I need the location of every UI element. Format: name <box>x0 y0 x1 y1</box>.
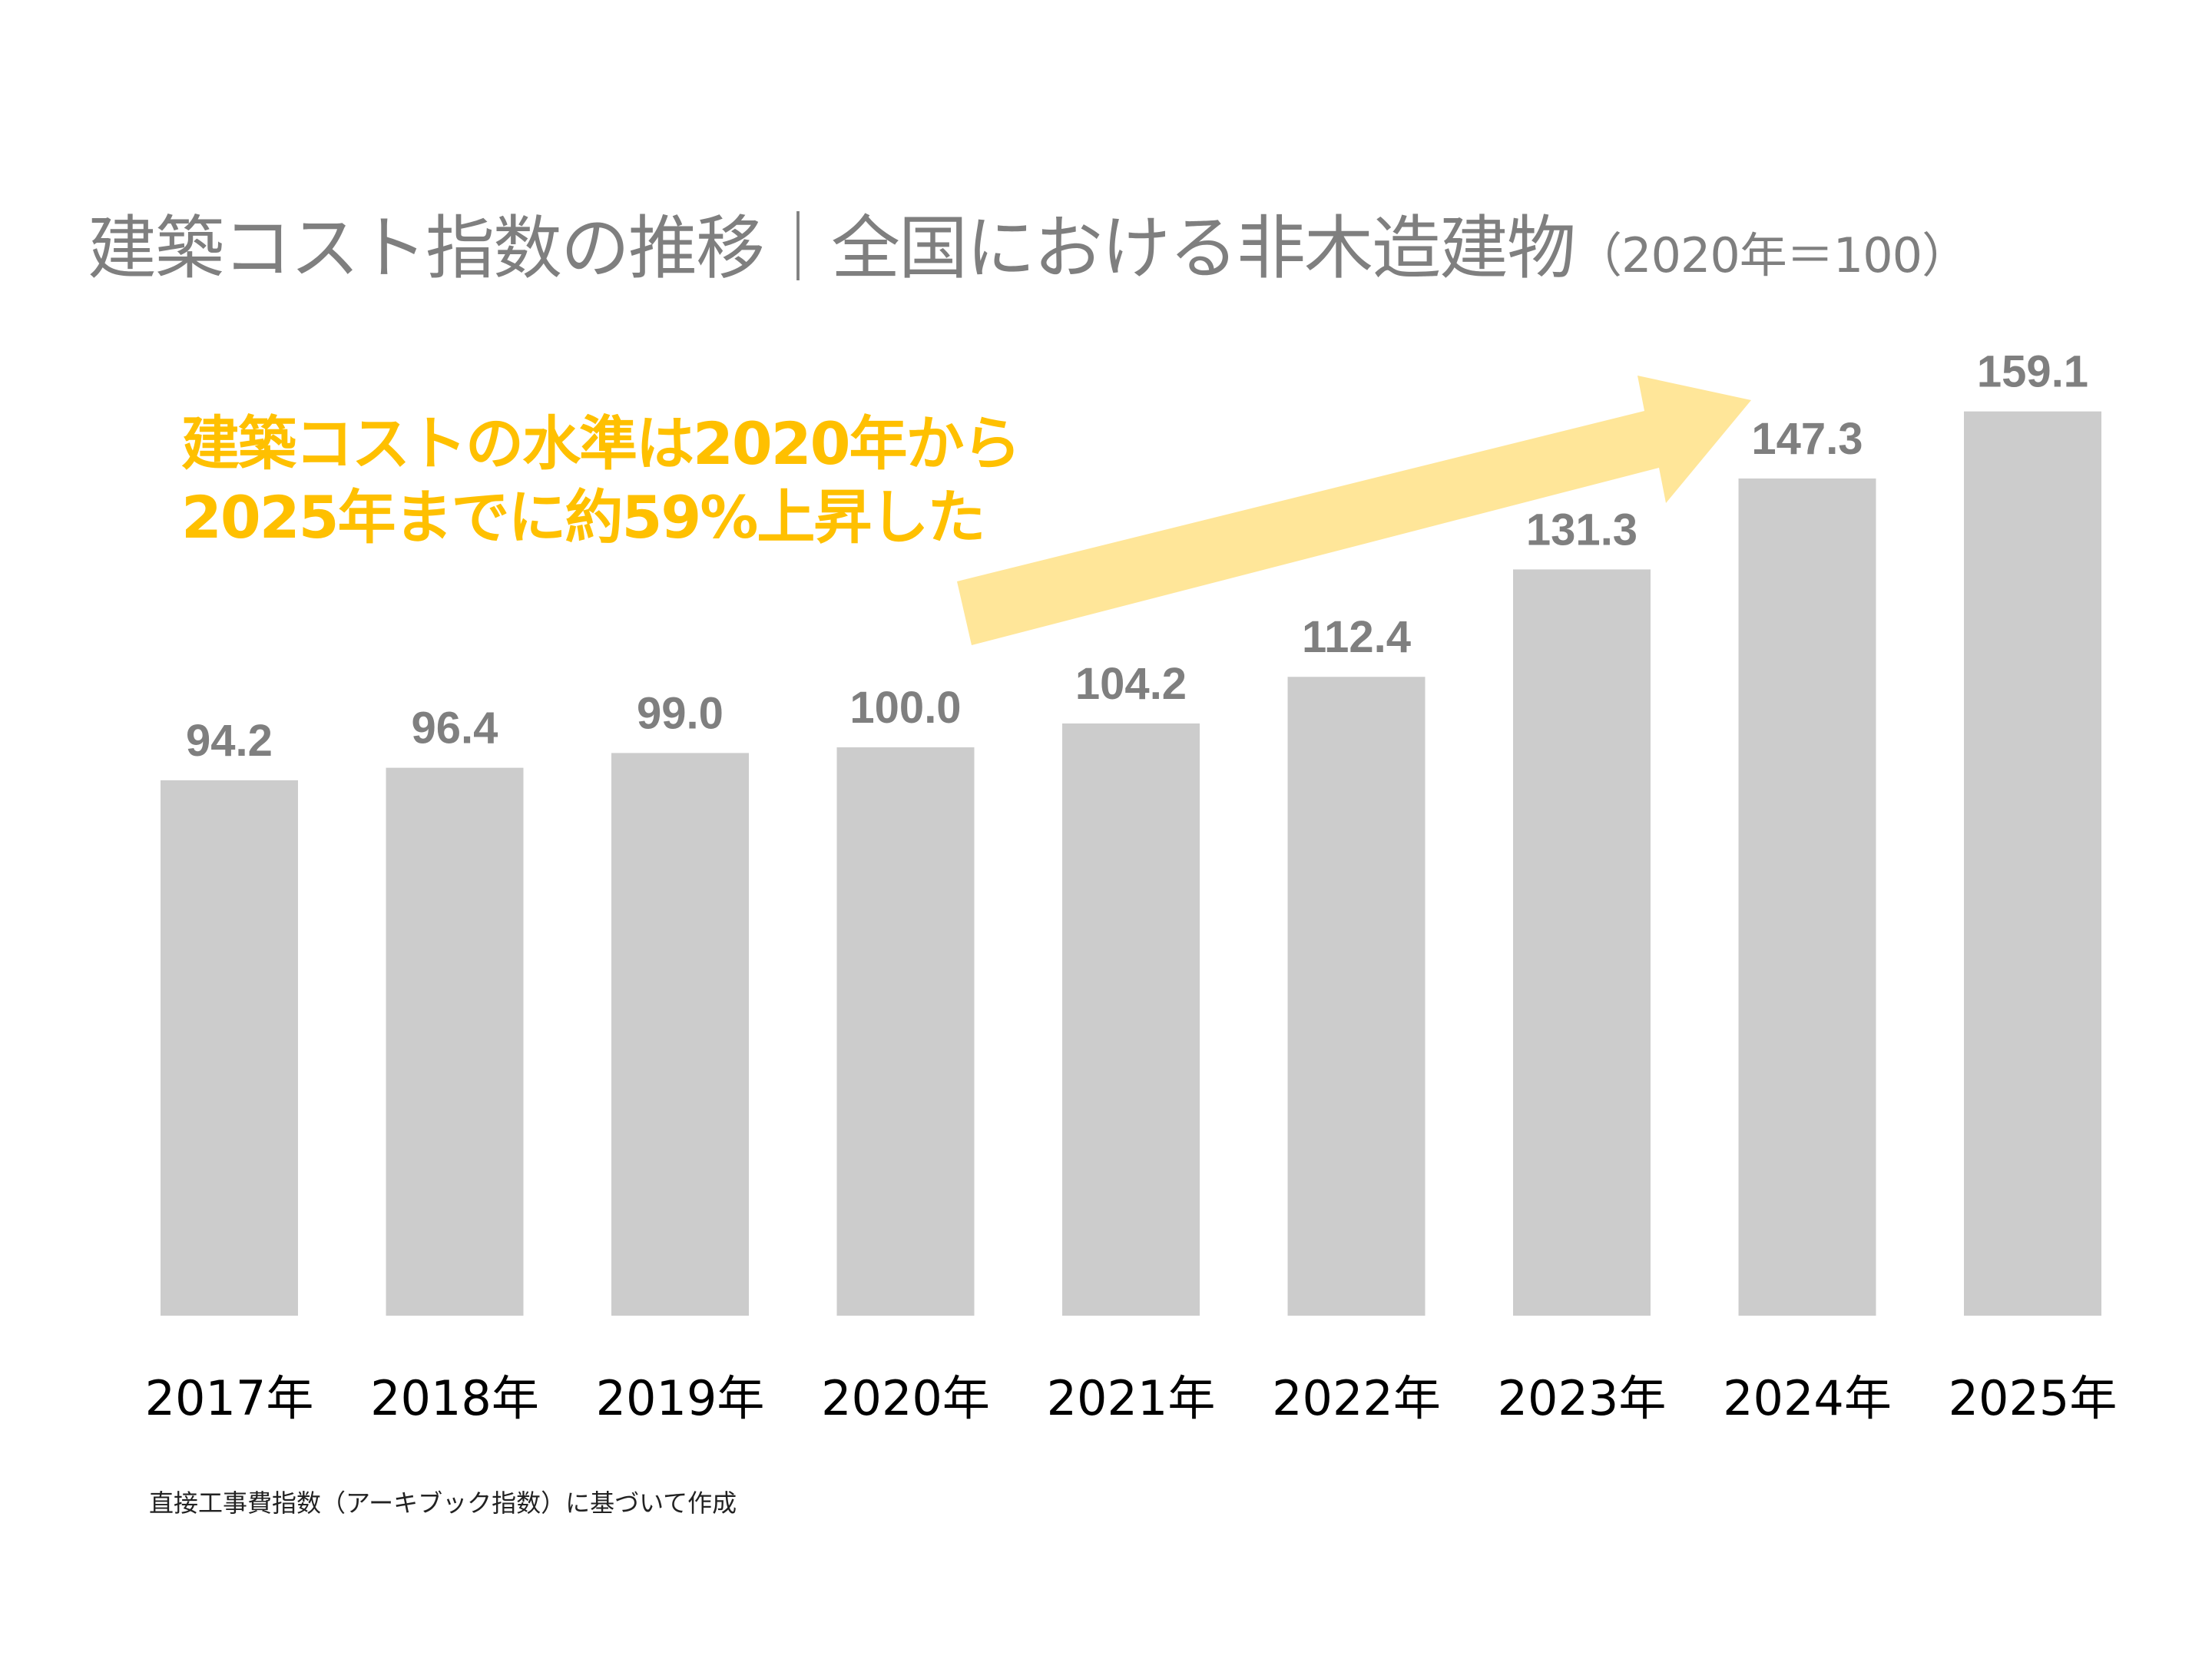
x-tick-label: 2025年 <box>1949 1370 2118 1426</box>
title-sub: （2020年＝100） <box>1575 227 1969 283</box>
x-tick-label: 2019年 <box>596 1370 765 1426</box>
bar-2022年 <box>1287 677 1426 1316</box>
annotation-line-2: 2025年までに約59%上昇した <box>181 483 985 551</box>
x-tick-label: 2024年 <box>1723 1370 1892 1426</box>
value-label: 131.3 <box>1526 505 1637 555</box>
value-label: 94.2 <box>186 716 273 766</box>
annotation: 建築コストの水準は2020年から 2025年までに約59%上昇した <box>181 407 1022 555</box>
chart-title: 建築コスト指数の推移｜全国における非木造建物（2020年＝100） <box>88 192 1969 292</box>
x-tick-label: 2017年 <box>145 1370 314 1426</box>
bar-2024年 <box>1738 478 1876 1316</box>
value-label: 99.0 <box>637 688 724 738</box>
source-note: 直接工事費指数（アーキブック指数）に基づいて作成 <box>149 1488 737 1518</box>
value-label: 96.4 <box>412 704 498 753</box>
bar-2017年 <box>161 780 298 1316</box>
value-label: 112.4 <box>1302 612 1411 662</box>
title-main: 建築コスト指数の推移｜全国における非木造建物 <box>88 208 1576 289</box>
bar-2023年 <box>1513 569 1651 1316</box>
bar-2025年 <box>1964 411 2101 1316</box>
x-tick-label: 2023年 <box>1498 1370 1667 1426</box>
bar-2020年 <box>836 747 975 1316</box>
x-tick-label: 2022年 <box>1272 1370 1441 1426</box>
annotation-line-1: 建築コストの水準は2020年から <box>181 409 1022 478</box>
x-tick-label: 2021年 <box>1047 1370 1216 1426</box>
bar-2018年 <box>386 767 524 1316</box>
x-tick-label: 2018年 <box>370 1370 539 1426</box>
value-label: 100.0 <box>849 683 961 733</box>
bar-2019年 <box>611 753 749 1316</box>
x-tick-label: 2020年 <box>821 1370 990 1426</box>
bar-2021年 <box>1062 723 1200 1316</box>
value-label: 159.1 <box>1977 347 2088 397</box>
value-label: 147.3 <box>1751 414 1863 464</box>
value-label: 104.2 <box>1075 659 1187 709</box>
trend-arrow <box>957 376 1751 645</box>
